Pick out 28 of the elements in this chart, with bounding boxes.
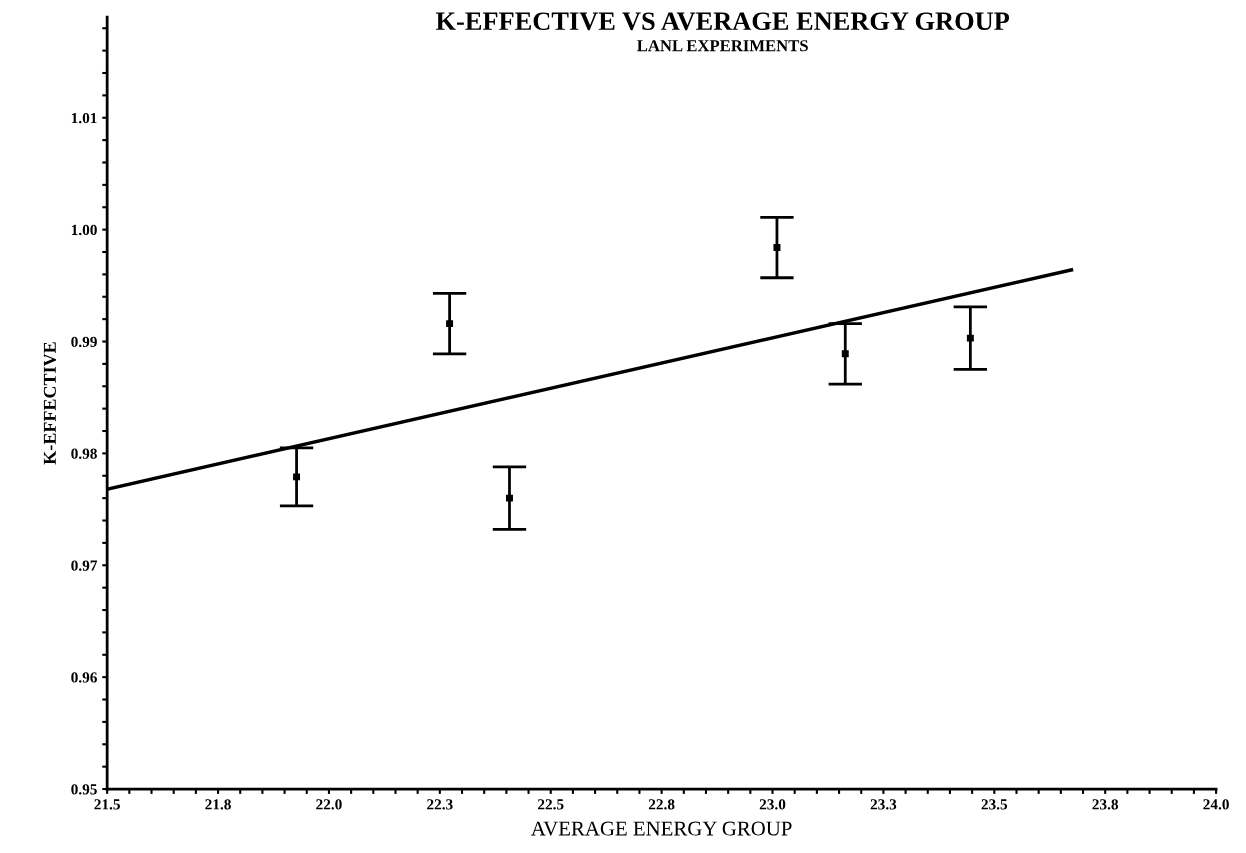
- chart-title: K-EFFECTIVE VS AVERAGE ENERGY GROUP: [435, 12, 1010, 31]
- text: LANL EXPERIMENTS: [637, 40, 808, 52]
- x-tick-label: 23.5: [981, 799, 1008, 810]
- point: [773, 244, 781, 252]
- y-tick-label: 0.97: [71, 560, 98, 571]
- point: [506, 494, 513, 502]
- point: [293, 473, 301, 481]
- x-axis-title: AVERAGE ENERGY GROUP: [531, 821, 792, 836]
- point: [841, 350, 849, 358]
- x-tick-label: 21.5: [94, 799, 120, 810]
- y-tick-label: 0.98: [71, 448, 97, 459]
- x-tick-label: 24.0: [1203, 799, 1229, 810]
- y-tick-label: 1.00: [71, 224, 97, 236]
- x-tick-label: 23.3: [870, 799, 897, 810]
- x-tick-label: 22.0: [316, 799, 342, 810]
- y-axis-title: K-EFFECTIVE: [43, 342, 57, 465]
- x-tick-label: 23.0: [759, 799, 786, 810]
- y-tick-label: 1.01: [71, 112, 97, 124]
- x-tick-label: 21.8: [205, 799, 231, 810]
- y-tick-label: 0.96: [71, 672, 97, 683]
- x-tick-label: 22.5: [538, 799, 564, 810]
- x-tick-label: 22.3: [427, 799, 453, 810]
- y-tick-label: 0.95: [71, 784, 97, 795]
- x-tick-label: 22.8: [648, 799, 675, 810]
- y-tick-label: 0.99: [71, 336, 97, 348]
- point: [966, 334, 974, 342]
- x-tick-label: 23.8: [1092, 799, 1119, 810]
- point: [446, 320, 454, 328]
